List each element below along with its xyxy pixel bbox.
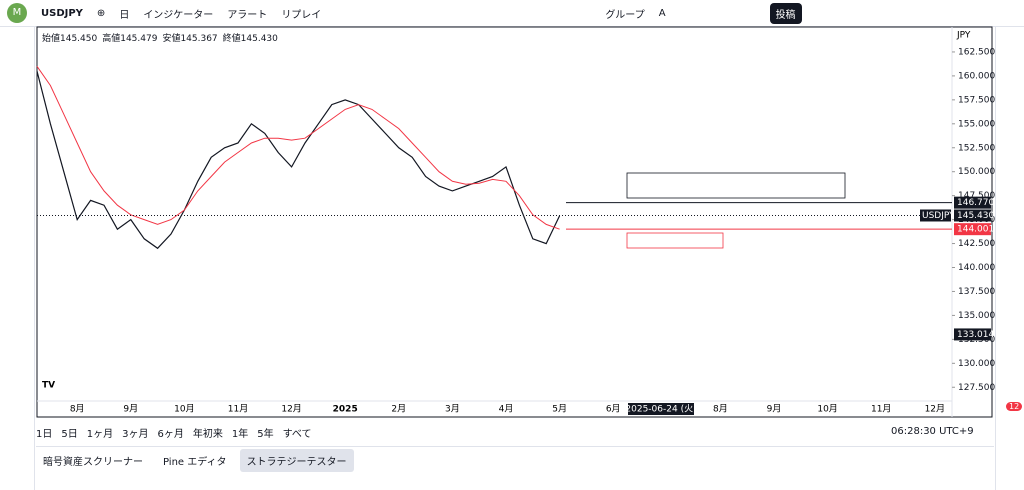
price-label-bg: [954, 223, 991, 236]
right-toolbar: 12: [995, 27, 1024, 490]
range-button[interactable]: 3ヶ月: [122, 428, 149, 440]
range-button[interactable]: 5年: [257, 428, 274, 440]
symbol-label: USDJPY: [922, 211, 955, 221]
tab[interactable]: 暗号資産スクリーナー: [43, 456, 143, 468]
y-tick-label: 135.000: [958, 311, 995, 321]
ohlc: 始値145.450 高値145.479 安値145.367 終値145.430: [42, 31, 278, 44]
symbol[interactable]: USDJPY: [41, 7, 83, 19]
x-tick-label: 12月: [925, 404, 945, 415]
x-tick-label: 3月: [445, 404, 460, 415]
currency: JPY: [956, 31, 971, 41]
x-tick-label: 6月: [606, 404, 621, 415]
x-tick-label: 2月: [391, 404, 406, 415]
group-letter[interactable]: A: [658, 7, 666, 19]
y-tick-label: 162.500: [958, 47, 995, 57]
x-tick-label: 8月: [713, 404, 728, 415]
x-tick-label: 12月: [281, 404, 301, 415]
chart-frame: [36, 26, 993, 418]
ohlc-low: 安値145.367: [162, 34, 218, 44]
ohlc-close: 終値145.430: [222, 34, 278, 44]
logo: TV: [42, 381, 55, 391]
drawn-rectangle[interactable]: [626, 172, 846, 199]
crosshair-date-bg: [628, 403, 694, 415]
crosshair-price-bg: [954, 328, 991, 341]
y-tick-label: 130.000: [958, 359, 995, 369]
tab[interactable]: ストラテジーテスター: [239, 448, 354, 472]
price-label-bg: [954, 196, 991, 209]
crosshair-price: 133.014: [957, 330, 994, 340]
range-button[interactable]: すべて: [282, 428, 312, 440]
group[interactable]: グループ: [605, 9, 645, 21]
range-button[interactable]: 5日: [61, 428, 78, 440]
ohlc-open: 始値145.450: [42, 34, 98, 44]
x-tick-label: 11月: [871, 404, 891, 415]
y-tick-label: 147.500: [958, 191, 995, 201]
x-tick-label: 11月: [228, 404, 248, 415]
bottom-tabs: 暗号資産スクリーナー Pine エディタ ストラテジーテスター: [36, 446, 994, 473]
x-tick-label: 2025: [333, 405, 358, 415]
alert[interactable]: アラート: [227, 9, 268, 21]
price-label: 144.001: [957, 225, 994, 235]
y-tick-label: 137.500: [958, 287, 995, 297]
price-line: [36, 70, 561, 250]
ohlc-high: 高値145.479: [102, 34, 158, 44]
x-tick-label: 8月: [70, 404, 85, 415]
symbol-label-bg: [920, 209, 951, 222]
avatar[interactable]: M: [7, 3, 27, 23]
y-tick-label: 150.000: [958, 167, 995, 177]
x-tick-label: 4月: [499, 404, 514, 415]
x-tick-label: 10月: [174, 404, 194, 415]
y-tick-label: 140.000: [958, 263, 995, 273]
crosshair-date: 2025-06-24 (火): [625, 404, 696, 415]
indicators[interactable]: インジケーター: [143, 9, 214, 21]
x-tick-label: 9月: [767, 404, 782, 415]
range-button[interactable]: 1年: [231, 428, 249, 440]
price-label: 145.430: [957, 211, 994, 221]
moving-average: [36, 66, 560, 230]
tab[interactable]: Pine エディタ: [163, 456, 227, 468]
range-button[interactable]: 6ヶ月: [157, 428, 184, 440]
left-toolbar: [0, 27, 35, 490]
interval[interactable]: 日: [119, 9, 130, 21]
y-tick-label: 160.000: [958, 71, 995, 81]
y-tick-label: 157.500: [958, 95, 995, 105]
publish-button[interactable]: 投稿: [769, 2, 802, 24]
range-bar: 1日 5日 1ヶ月 3ヶ月 6ヶ月 年初来 1年 5年 すべて: [36, 421, 994, 443]
range-button[interactable]: 年初来: [192, 428, 223, 440]
replay[interactable]: リプレイ: [281, 9, 322, 21]
y-tick-label: 152.500: [958, 143, 995, 153]
x-tick-label: 10月: [817, 404, 837, 415]
x-tick-label: 9月: [123, 404, 138, 415]
range-button[interactable]: 1ヶ月: [86, 428, 114, 440]
range-button[interactable]: 1日: [36, 428, 53, 440]
clock: 06:28:30 UTC+9: [891, 426, 974, 437]
y-tick-label: 127.500: [958, 383, 995, 393]
y-tick-label: 142.500: [958, 239, 995, 249]
price-label-bg: [954, 209, 991, 222]
x-tick-label: 5月: [552, 404, 567, 415]
price-label: 146.770: [957, 198, 994, 208]
add-symbol[interactable]: ⊕: [96, 7, 106, 19]
drawn-rectangle[interactable]: [626, 232, 724, 249]
y-tick-label: 155.000: [958, 119, 995, 129]
notification-badge: 12: [1006, 402, 1023, 411]
